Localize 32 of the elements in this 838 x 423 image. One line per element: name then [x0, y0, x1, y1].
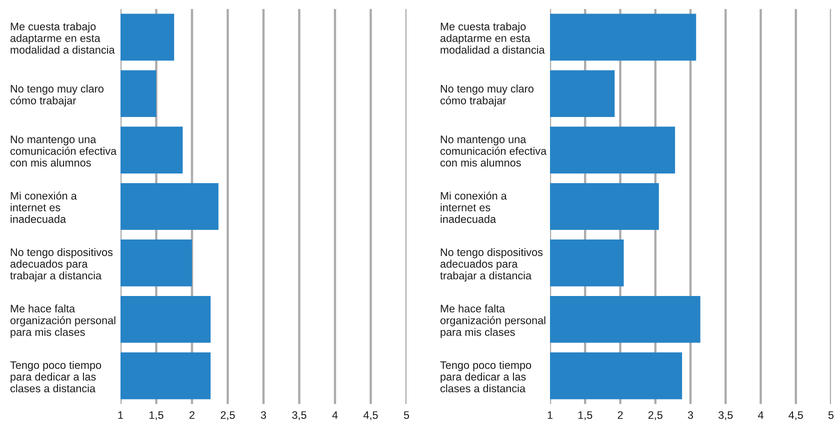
x-tick-label: 2,5	[220, 411, 235, 420]
x-tick-label: 4	[758, 411, 764, 419]
x-tick-label: 2,5	[648, 411, 662, 420]
x-tick-label: 2	[618, 411, 623, 419]
x-tick-label: 1,5	[150, 411, 164, 420]
y-tick-label: Me hace falta organización personal para mis clases	[440, 304, 546, 338]
y-tick-label: No tengo dispositivos adecuados para trabajar a distancia	[440, 248, 543, 282]
y-tick-label: No mantengo una comunicación efectiva con mis alumnos	[440, 136, 547, 167]
y-tick-label: Me cuesta trabajo adaptarme en esta modalidad a distancia	[440, 22, 545, 54]
x-tick-label: 3,5	[292, 411, 306, 420]
x-tick-label: 2	[190, 411, 194, 419]
x-tick-label: 4,5	[363, 411, 378, 420]
y-tick-label: No tengo muy claro cómo trabajar	[10, 84, 104, 107]
x-tick-label: 1	[118, 411, 123, 419]
y-tick-label: No tengo dispositivos adecuados para trabajar a distancia	[10, 248, 113, 282]
x-tick-label: 4	[332, 411, 338, 419]
y-tick-label: Me cuesta trabajo adaptarme en esta modalidad a distancia	[10, 22, 115, 54]
y-tick-label: Mi conexión a internet es inadecuada	[440, 192, 507, 223]
x-tick-label: 3,5	[718, 411, 733, 420]
x-tick-label: 5	[404, 411, 410, 419]
x-tick-label: 5	[828, 411, 834, 419]
x-tick-label: 3	[260, 411, 266, 419]
y-tick-label: No tengo muy claro cómo trabajar	[440, 84, 534, 107]
x-tick-label: 1,5	[578, 411, 592, 420]
y-tick-label: Tengo poco tiempo para dedicar a las clases a distancia	[440, 360, 532, 392]
y-tick-label: Mi conexión a internet es inadecuada	[10, 192, 77, 223]
y-tick-label: Tengo poco tiempo para dedicar a las clases a distancia	[10, 360, 102, 392]
x-tick-label: 1	[548, 411, 552, 419]
y-tick-label: No mantengo una comunicación efectiva con mis alumnos	[10, 136, 117, 167]
x-tick-label: 4,5	[788, 411, 803, 420]
x-tick-label: 3	[688, 411, 694, 419]
y-tick-label: Me hace falta organización personal para mis clases	[10, 304, 116, 338]
